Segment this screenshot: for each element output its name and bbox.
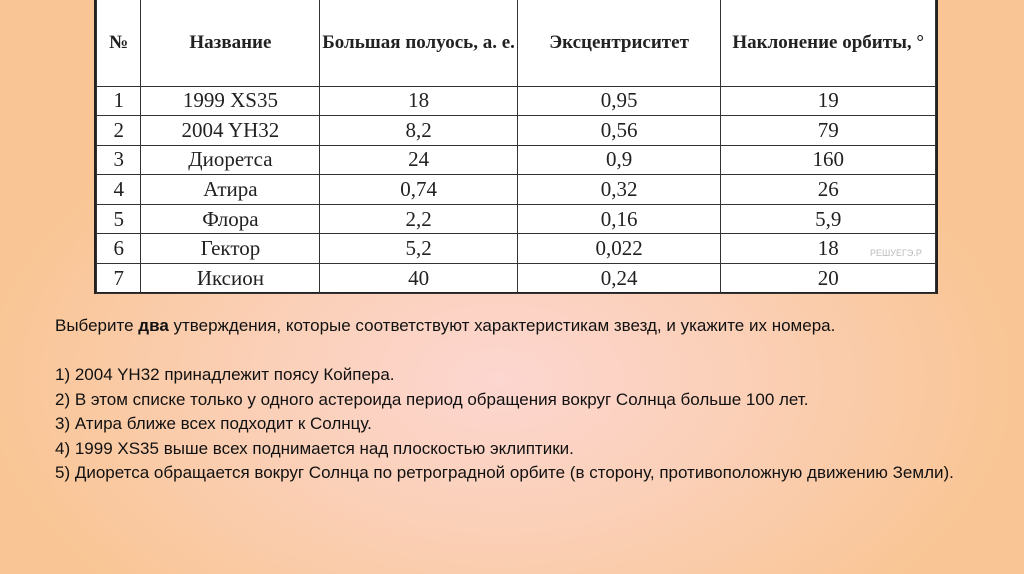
- watermark: РЕШУЕГЭ.Р: [870, 248, 922, 258]
- table-cell: 6: [95, 233, 142, 265]
- table-cell: 0,9: [516, 144, 722, 176]
- table-cell: 5,2: [319, 233, 518, 265]
- table-cell: 5: [95, 203, 142, 235]
- table-header-row: № Название Большая полуось, а. е. Эксцентри…: [95, 0, 936, 87]
- table-cell: 7: [95, 263, 142, 294]
- table-cell: 3: [95, 144, 142, 176]
- table-cell: 0,32: [516, 174, 722, 205]
- table-cell: Диоретса: [140, 144, 321, 176]
- table-cell: 0,56: [516, 115, 722, 146]
- table-row: 1 1999 XS35 18 0,95 19: [95, 85, 936, 117]
- table-cell: 1999 XS35: [140, 85, 321, 117]
- table-cell: 18: [319, 85, 518, 117]
- table-cell: Иксион: [140, 263, 321, 294]
- table-cell: 4: [95, 174, 142, 205]
- table-cell: 79: [720, 115, 936, 146]
- question-bold: два: [138, 316, 169, 335]
- table-cell: 0,74: [319, 174, 518, 205]
- column-header: Большая полуось, а. е.: [319, 0, 518, 87]
- table-cell: 20: [720, 263, 936, 294]
- table-cell: 2004 YH32: [140, 115, 321, 146]
- table-row: 6 Гектор 5,2 0,022 18: [95, 233, 936, 265]
- table-cell: Атира: [140, 174, 321, 205]
- table-cell: 2,2: [319, 203, 518, 235]
- table-cell: 0,022: [516, 233, 722, 265]
- table-cell: 1: [95, 85, 142, 117]
- answer-option: 2) В этом списке только у одного астерои…: [55, 389, 809, 409]
- table-cell: 8,2: [319, 115, 518, 146]
- table-cell: 19: [720, 85, 936, 117]
- asteroid-table: № Название Большая полуось, а. е. Эксцентри…: [94, 0, 938, 294]
- column-header: Название: [140, 0, 321, 87]
- question-post: утверждения, которые соответствуют харак…: [168, 316, 836, 335]
- table-row: 3 Диоретса 24 0,9 160: [95, 144, 936, 176]
- answer-option: 1) 2004 YH32 принадлежит поясу Койпера.: [55, 365, 395, 384]
- table-cell: Флора: [140, 203, 321, 235]
- table-row: 4 Атира 0,74 0,32 26: [95, 174, 936, 205]
- table-cell: 0,24: [516, 263, 722, 294]
- column-header: №: [95, 0, 142, 87]
- table-cell: 160: [720, 144, 936, 176]
- table-cell: 24: [319, 144, 518, 176]
- table-cell: Гектор: [140, 233, 321, 265]
- table-row: 7 Иксион 40 0,24 20: [95, 263, 936, 294]
- column-header: Эксцентриситет: [516, 0, 722, 87]
- table-cell: 2: [95, 115, 142, 146]
- question-pre: Выберите: [55, 316, 139, 335]
- table-cell: 0,95: [516, 85, 722, 117]
- table-cell: 26: [720, 174, 936, 205]
- table-cell: 5,9: [720, 203, 936, 235]
- table-cell: 18: [720, 233, 936, 265]
- question: Выберите два утверждения, которые соотве…: [55, 314, 1005, 339]
- answer-option: 5) Диоретса обращается вокруг Солнца по …: [55, 463, 954, 482]
- table-row: 2 2004 YH32 8,2 0,56 79: [95, 115, 936, 146]
- table-cell: 40: [319, 263, 518, 294]
- column-header: Наклонение орбиты, °: [720, 0, 936, 87]
- answer-option: 3) Атира ближе всех подходит к Солнцу.: [55, 414, 372, 433]
- table-row: 5 Флора 2,2 0,16 5,9: [95, 203, 936, 235]
- answer-option: 4) 1999 XS35 выше всех поднимается над п…: [55, 438, 574, 458]
- question-text: Выберите два утверждения, которые соотве…: [55, 314, 1005, 486]
- table-cell: 0,16: [516, 203, 722, 235]
